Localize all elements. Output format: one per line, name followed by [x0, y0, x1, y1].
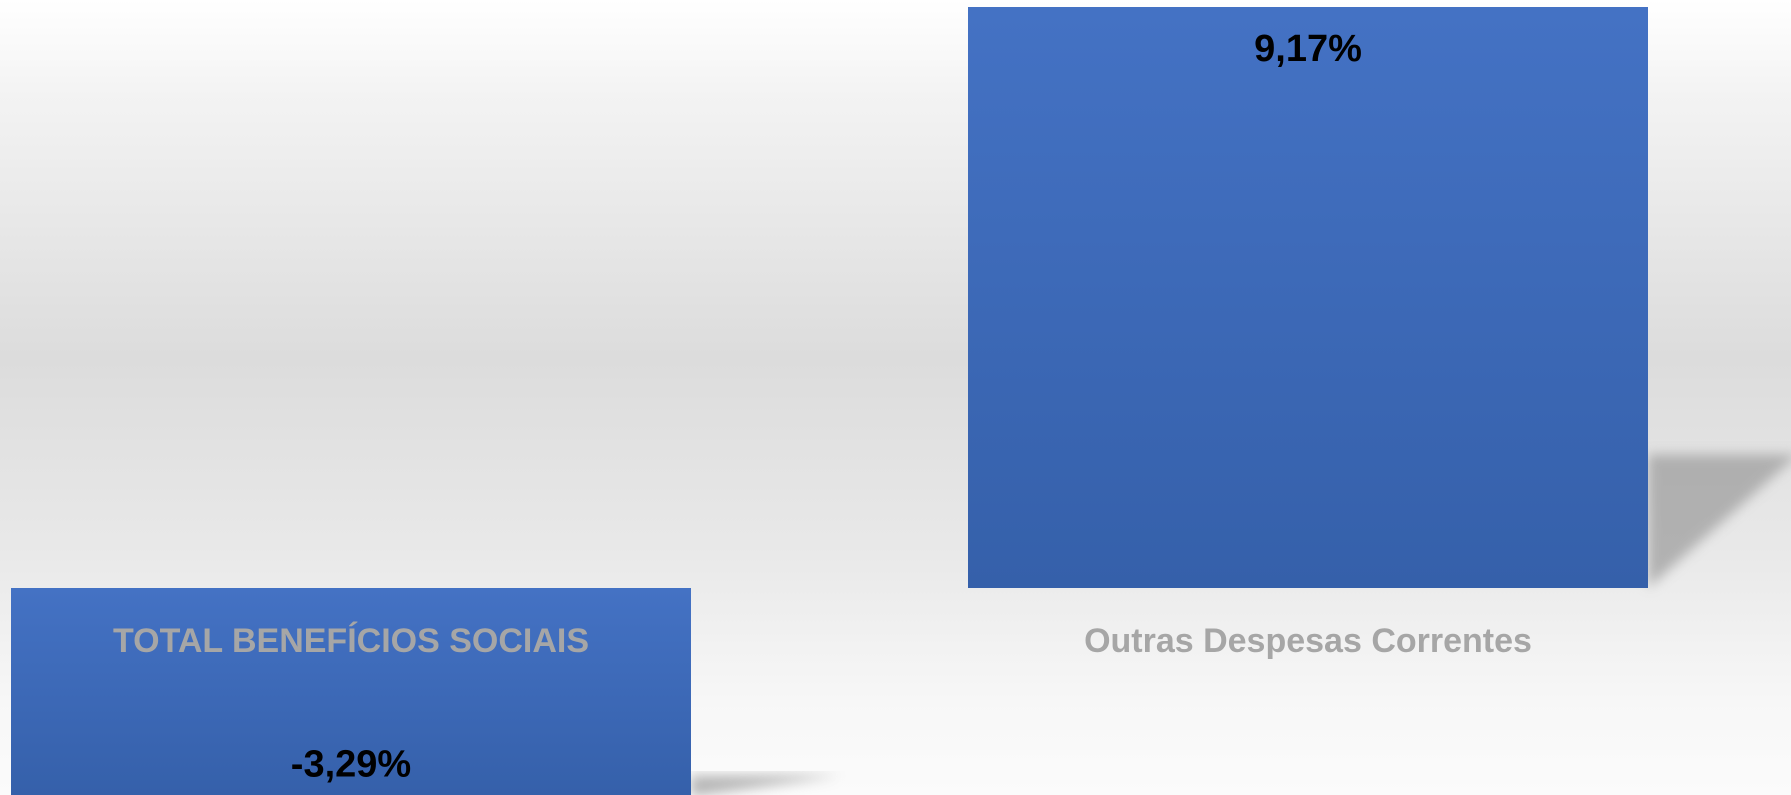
category-label-2: Outras Despesas Correntes [1084, 622, 1532, 660]
bar-2 [968, 7, 1648, 588]
labels: -3,29% TOTAL BENEFÍCIOS SOCIAIS 9,17% Outra… [113, 28, 1532, 785]
bar-shadows [691, 454, 1791, 795]
bar-shadow [1648, 454, 1791, 588]
bar-1 [11, 588, 691, 795]
data-label-2: 9,17% [1254, 28, 1362, 70]
bar-shadow [691, 775, 841, 795]
category-label-1: TOTAL BENEFÍCIOS SOCIAIS [113, 622, 589, 660]
bars [11, 7, 1648, 795]
data-label-1: -3,29% [291, 743, 411, 785]
